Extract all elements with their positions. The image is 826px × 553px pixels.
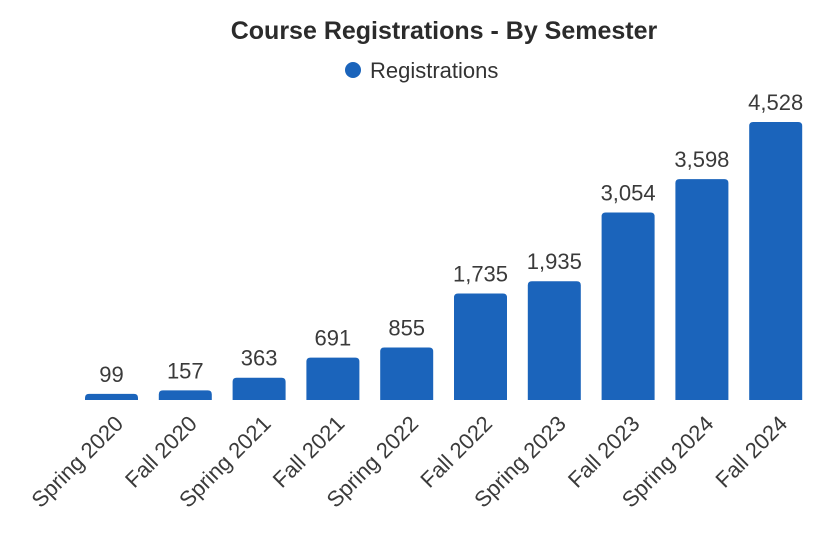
data-label-fall-2024: 4,528 [748, 90, 803, 115]
legend-swatch-registrations [345, 62, 361, 78]
data-label-spring-2022: 855 [388, 316, 425, 341]
data-label-fall-2020: 157 [167, 358, 204, 383]
bar-spring-2024[interactable] [675, 179, 729, 400]
bar-spring-2022[interactable] [380, 347, 434, 400]
data-label-spring-2024: 3,598 [674, 147, 729, 172]
data-label-fall-2022: 1,735 [453, 261, 508, 286]
legend[interactable]: Registrations [345, 58, 498, 83]
x-tick-label-spring-2020: Spring 2020 [26, 411, 128, 513]
bar-fall-2020[interactable] [158, 390, 212, 400]
bar-spring-2021[interactable] [232, 377, 286, 400]
bars-group [85, 122, 803, 400]
data-labels-group: 99 157 363 691 855 1,735 1,935 3,054 3,598 4,528 [99, 90, 803, 387]
legend-label-registrations: Registrations [370, 58, 498, 83]
bar-fall-2023[interactable] [601, 212, 655, 400]
data-label-fall-2021: 691 [315, 326, 352, 351]
data-label-fall-2023: 3,054 [601, 180, 656, 205]
x-tick-label-fall-2024: Fall 2024 [711, 411, 793, 493]
bar-fall-2021[interactable] [306, 357, 360, 400]
bar-fall-2022[interactable] [454, 293, 507, 400]
bar-spring-2023[interactable] [527, 281, 581, 400]
chart-title: Course Registrations - By Semester [231, 17, 658, 45]
data-label-spring-2020: 99 [99, 362, 123, 387]
bar-fall-2024[interactable] [749, 122, 803, 400]
bar-spring-2020[interactable] [85, 393, 138, 400]
data-label-spring-2021: 363 [241, 346, 278, 371]
data-label-spring-2023: 1,935 [527, 249, 582, 274]
